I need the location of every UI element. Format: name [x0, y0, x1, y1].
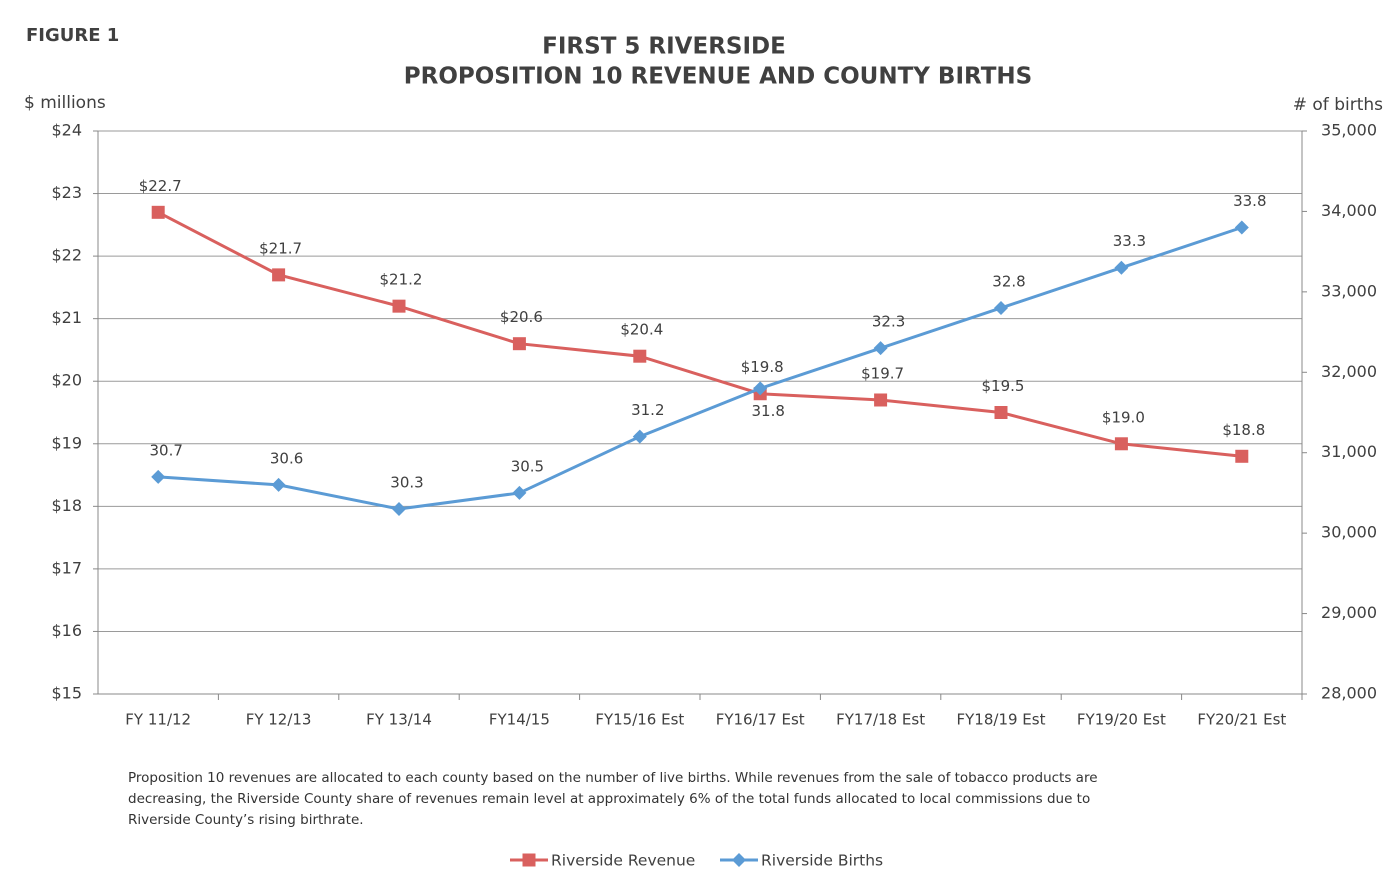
page: FIGURE 1 FIRST 5 RIVERSIDE PROPOSITION 1…: [0, 0, 1396, 880]
data-point: [392, 502, 406, 516]
data-label: 32.8: [992, 272, 1025, 290]
data-point: [995, 406, 1008, 419]
chart-title: FIRST 5 RIVERSIDE: [542, 34, 786, 60]
data-point: [393, 300, 406, 313]
y-tick-label: $20: [51, 371, 82, 390]
data-point: [1114, 261, 1128, 275]
data-point: [151, 470, 165, 484]
series-line: [158, 228, 1242, 510]
y2-tick-label: 29,000: [1321, 603, 1377, 622]
y-tick-label: $19: [51, 433, 82, 452]
data-point: [874, 341, 888, 355]
y2-tick-label: 30,000: [1321, 523, 1377, 542]
data-label: 30.3: [390, 474, 423, 492]
data-label: $20.6: [500, 308, 543, 326]
data-label: 31.2: [631, 401, 664, 419]
x-tick-label: FY 13/14: [366, 711, 432, 729]
data-point: [513, 337, 526, 350]
y2-tick-label: 28,000: [1321, 684, 1377, 703]
y2-tick-label: 34,000: [1321, 201, 1377, 220]
y-axis-label: $ millions: [24, 93, 106, 113]
series-line: [158, 212, 1242, 456]
note: Proposition 10 revenues are allocated to…: [128, 768, 1148, 831]
y2-tick-label: 35,000: [1321, 121, 1377, 140]
legend-marker: [732, 853, 746, 867]
legend-marker: [523, 854, 536, 867]
y-tick-label: $22: [51, 246, 82, 265]
data-label: $19.8: [741, 358, 784, 376]
data-label: $22.7: [139, 177, 182, 195]
data-point: [512, 486, 526, 500]
data-point: [994, 301, 1008, 315]
y-tick-label: $23: [51, 183, 82, 202]
x-tick-label: FY16/17 Est: [716, 711, 805, 729]
data-label: 31.8: [751, 402, 784, 420]
y2-tick-label: 32,000: [1321, 362, 1377, 381]
data-point: [272, 478, 286, 492]
y-tick-label: $15: [51, 684, 82, 703]
chart: FIGURE 1 FIRST 5 RIVERSIDE PROPOSITION 1…: [0, 0, 1396, 880]
data-label: $19.5: [982, 377, 1025, 395]
data-point: [874, 393, 887, 406]
data-label: $19.7: [861, 364, 904, 382]
x-tick-label: FY 11/12: [125, 711, 191, 729]
data-label: $20.4: [620, 321, 663, 339]
y2-axis-label: # of births: [1293, 95, 1383, 115]
data-point: [152, 206, 165, 219]
legend-label: Riverside Revenue: [551, 852, 695, 870]
x-tick-label: FY15/16 Est: [595, 711, 684, 729]
data-point: [633, 430, 647, 444]
data-label: $21.2: [380, 271, 423, 289]
legend-label: Riverside Births: [761, 852, 883, 870]
y-tick-label: $16: [51, 621, 82, 640]
data-point: [1235, 450, 1248, 463]
data-label: 33.8: [1233, 192, 1266, 210]
y2-tick-label: 31,000: [1321, 442, 1377, 461]
x-tick-label: FY19/20 Est: [1077, 711, 1166, 729]
x-tick-label: FY20/21 Est: [1197, 711, 1286, 729]
data-label: 30.5: [511, 457, 544, 475]
data-point: [633, 350, 646, 363]
x-tick-label: FY14/15: [489, 711, 550, 729]
x-tick-label: FY18/19 Est: [957, 711, 1046, 729]
data-label: $19.0: [1102, 408, 1145, 426]
y-tick-label: $17: [51, 558, 82, 577]
y2-tick-label: 33,000: [1321, 281, 1377, 300]
data-point: [272, 268, 285, 281]
y-tick-label: $21: [51, 308, 82, 327]
data-label: 32.3: [872, 313, 905, 331]
figure-label: FIGURE 1: [26, 25, 119, 46]
data-label: 30.7: [149, 441, 182, 459]
chart-subtitle: PROPOSITION 10 REVENUE AND COUNTY BIRTHS: [404, 64, 1032, 90]
x-tick-label: FY 12/13: [246, 711, 312, 729]
data-label: 33.3: [1113, 232, 1146, 250]
data-label: $18.8: [1222, 421, 1265, 439]
data-label: 30.6: [270, 449, 303, 467]
x-tick-label: FY17/18 Est: [836, 711, 925, 729]
data-label: $21.7: [259, 239, 302, 257]
y-tick-label: $18: [51, 496, 82, 515]
data-point: [1235, 221, 1249, 235]
y-tick-label: $24: [51, 121, 82, 140]
data-point: [1115, 437, 1128, 450]
